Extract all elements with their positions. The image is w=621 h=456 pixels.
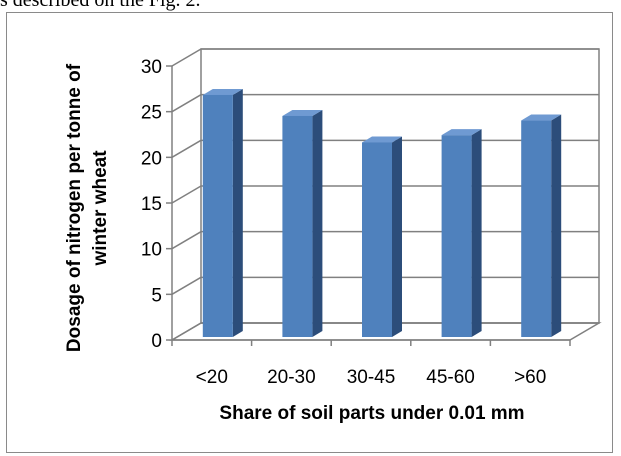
x-tick-label: 45-60 xyxy=(426,367,475,388)
gridline-diagonal xyxy=(171,94,202,113)
y-tick-label: 15 xyxy=(141,194,162,215)
x-axis-title: Share of soil parts under 0.01 mm xyxy=(219,403,524,424)
y-tick-label: 25 xyxy=(141,103,162,124)
bar-top xyxy=(521,114,562,121)
bar-top xyxy=(441,129,482,136)
y-axis-title: Dosage of nitrogen per tonne of winter wh… xyxy=(64,63,111,352)
bar xyxy=(282,115,313,338)
bars xyxy=(202,88,562,338)
tick-labels: 0 5 10 15 20 25 30 <20 20-30 30-45 45-60 >60 xyxy=(141,57,546,388)
y-tick-label: 10 xyxy=(141,240,162,261)
gridline-diagonal xyxy=(171,139,202,158)
bar xyxy=(202,94,233,337)
bar-top xyxy=(362,136,402,143)
bar xyxy=(521,120,552,337)
bar-top xyxy=(202,88,243,95)
bar-side xyxy=(312,109,323,338)
y-axis-title-line: winter wheat xyxy=(90,150,111,267)
bar-side xyxy=(471,129,482,337)
gridline-diagonal xyxy=(171,276,202,295)
gridline-diagonal xyxy=(171,322,202,341)
bar xyxy=(441,135,472,337)
bar-top xyxy=(282,109,323,116)
x-tick-label: 20-30 xyxy=(267,367,316,388)
y-tick-label: 20 xyxy=(141,148,162,169)
y-tick-label: 5 xyxy=(151,285,162,306)
x-tick-label: <20 xyxy=(196,367,228,388)
gridline-diagonal xyxy=(171,185,202,204)
x-tick-label: >60 xyxy=(514,367,546,388)
y-tick-label: 0 xyxy=(151,331,162,352)
x-tick-label: 30-45 xyxy=(347,367,396,388)
caption-text: s described on the Fig. 2. xyxy=(0,0,201,11)
bar-side xyxy=(392,136,402,337)
y-tick-label: 30 xyxy=(141,57,162,78)
bar-side xyxy=(232,88,243,337)
gridline-diagonal xyxy=(171,231,202,250)
gridline-diagonal xyxy=(171,48,202,67)
bar xyxy=(362,142,392,337)
y-axis-title-line: Dosage of nitrogen per tonne of xyxy=(64,63,85,352)
bar-side xyxy=(551,114,562,337)
axes xyxy=(166,65,571,346)
